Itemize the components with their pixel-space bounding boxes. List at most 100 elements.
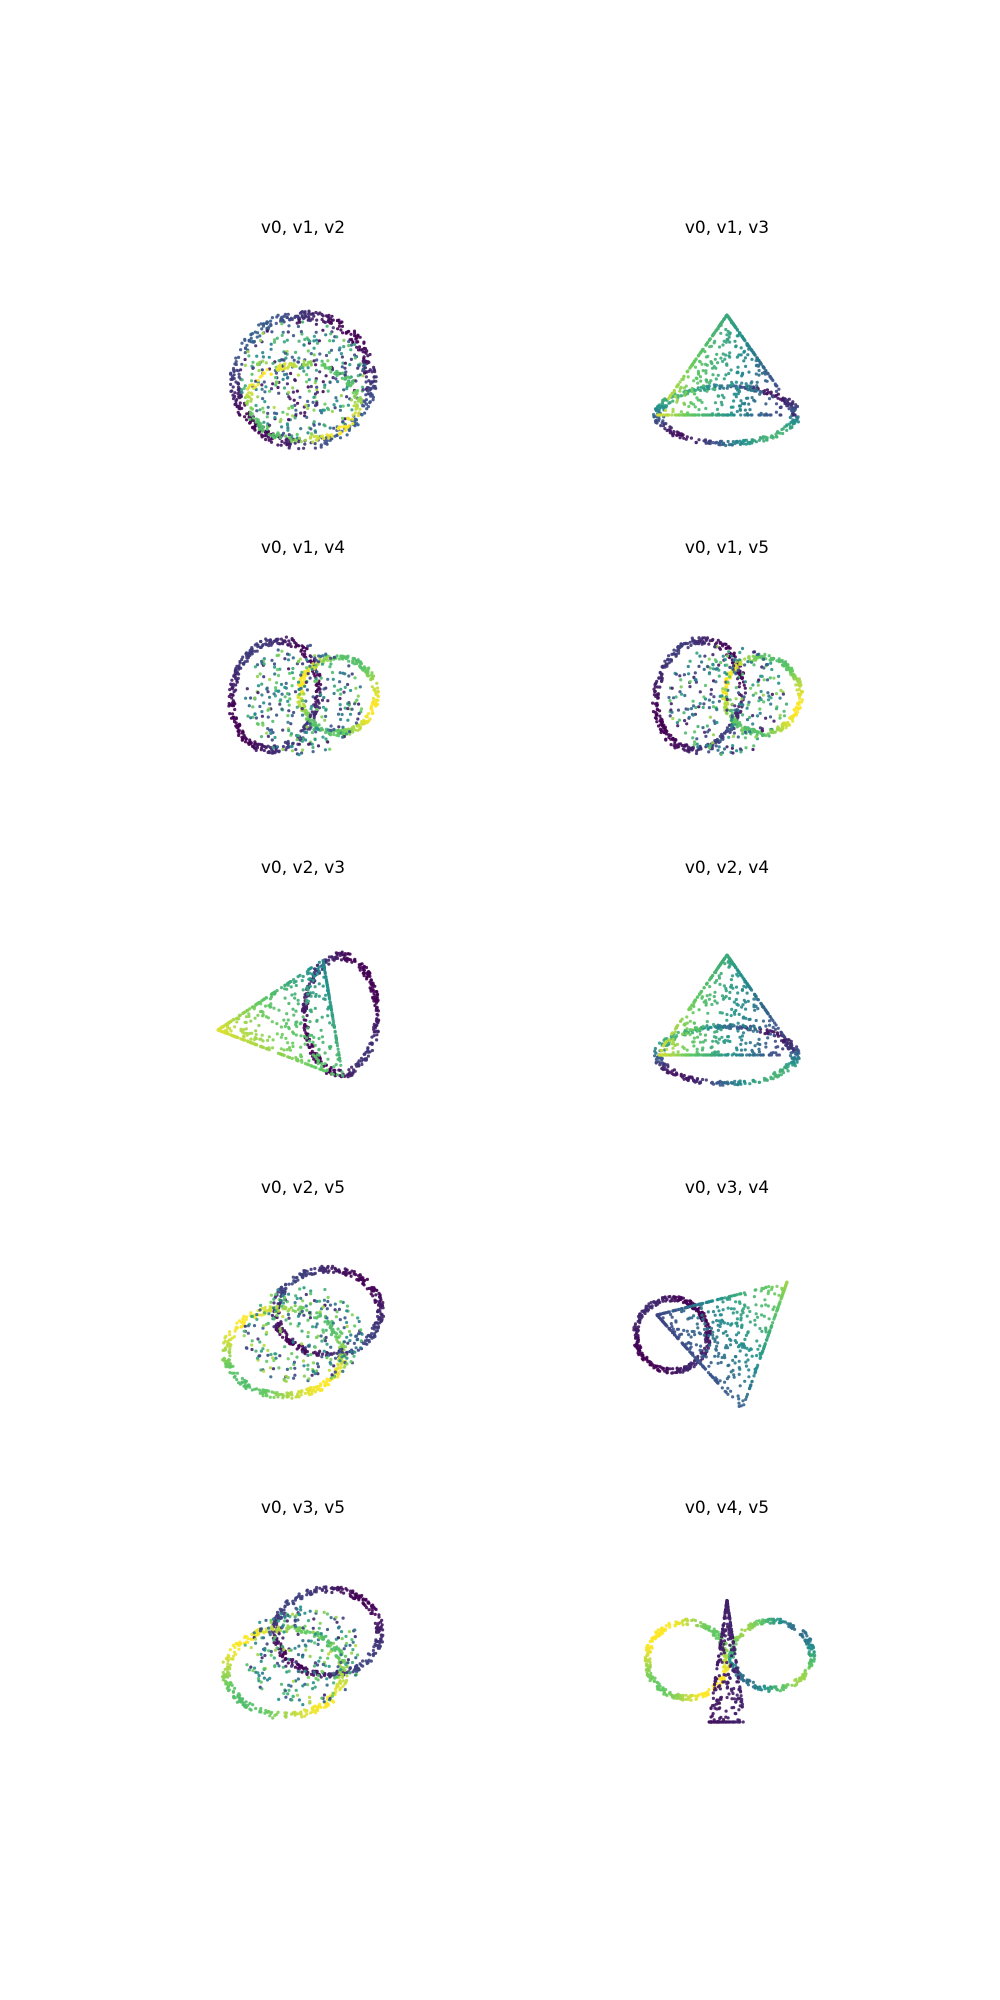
scatter-point — [664, 738, 667, 741]
scatter-point — [233, 373, 236, 376]
scatter-point — [755, 359, 758, 362]
scatter-point — [360, 707, 363, 710]
scatter-point — [311, 1050, 314, 1053]
scatter-point — [730, 654, 733, 657]
scatter-point — [317, 744, 320, 747]
scatter-point — [243, 1032, 246, 1035]
scatter-point — [735, 720, 738, 723]
scatter-point — [272, 1007, 275, 1010]
scatter-point — [690, 707, 693, 710]
scatter-point — [264, 438, 267, 441]
scatter-point — [320, 677, 323, 680]
scatter-point — [317, 660, 320, 663]
scatter-point — [371, 685, 374, 688]
scatter-point — [728, 666, 731, 669]
scatter-point — [778, 717, 781, 720]
scatter-point — [292, 742, 295, 745]
scatter-point — [297, 361, 300, 364]
scatter-point — [336, 689, 339, 692]
scatter-point — [362, 404, 365, 407]
scatter-point — [676, 746, 679, 749]
scatter-point — [800, 690, 803, 693]
scatter-point — [735, 660, 738, 663]
scatter-point — [342, 405, 345, 408]
scatter-point — [740, 1038, 743, 1041]
scatter-point — [271, 720, 274, 723]
scatter-point — [677, 1050, 680, 1053]
scatter-point — [717, 1025, 720, 1028]
scatter-point — [741, 647, 744, 650]
scatter-point — [692, 413, 695, 416]
scatter-point — [260, 735, 263, 738]
scatter-point — [324, 958, 327, 961]
scatter-point — [262, 371, 265, 374]
scatter-point — [271, 1046, 274, 1049]
scatter-point — [309, 707, 312, 710]
scatter-point — [324, 333, 327, 336]
scatter-point — [282, 378, 285, 381]
scatter-point — [286, 714, 289, 717]
scatter-point — [737, 691, 740, 694]
scatter-point — [736, 677, 739, 680]
scatter-point — [259, 375, 262, 378]
scatter-point — [326, 325, 329, 328]
scatter-point — [682, 378, 685, 381]
scatter-point — [288, 672, 291, 675]
scatter-point — [744, 731, 747, 734]
scatter-point — [259, 672, 262, 675]
scatter-point — [285, 682, 288, 685]
scatter-point — [285, 746, 288, 749]
scatter-point — [300, 330, 303, 333]
scatter-point — [273, 672, 276, 675]
scatter-point — [653, 693, 656, 696]
scatter-point — [302, 317, 305, 320]
scatter-point — [270, 659, 273, 662]
scatter-point — [236, 1017, 239, 1020]
scatter-point — [717, 443, 720, 446]
scatter-point — [341, 425, 344, 428]
scatter-point — [250, 646, 253, 649]
scatter-point — [235, 665, 238, 668]
scatter-point — [744, 736, 747, 739]
scatter-point — [236, 1036, 239, 1039]
scatter-point — [280, 708, 283, 711]
scatter-point — [323, 442, 326, 445]
scatter-point — [254, 1017, 257, 1020]
scatter-point — [235, 716, 238, 719]
scatter-point — [768, 654, 771, 657]
scatter-point — [690, 748, 693, 751]
scatter-point — [705, 639, 708, 642]
scatter-point — [686, 435, 689, 438]
scatter-point — [741, 703, 744, 706]
scatter-point — [666, 658, 669, 661]
scatter-point — [785, 703, 788, 706]
scatter-point — [290, 985, 293, 988]
scatter-point — [232, 1035, 235, 1038]
scatter-point — [301, 310, 304, 313]
scatter-point — [689, 660, 692, 663]
scatter-point — [351, 672, 354, 675]
scatter-point — [339, 718, 342, 721]
scatter-point — [278, 359, 281, 362]
scatter-point — [747, 701, 750, 704]
scatter-point — [359, 660, 362, 663]
scatter-point — [706, 341, 709, 344]
scatter-point — [759, 437, 762, 440]
scatter-point — [303, 650, 306, 653]
scatter-point — [270, 728, 273, 731]
scatter-point — [688, 685, 691, 688]
scatter-point — [354, 411, 357, 414]
scatter-point — [732, 399, 735, 402]
scatter-point — [717, 395, 720, 398]
scatter-point — [797, 683, 800, 686]
scatter-point — [336, 380, 339, 383]
scatter-point — [749, 687, 752, 690]
scatter-point — [781, 432, 784, 435]
scatter-point — [314, 738, 317, 741]
scatter-point — [286, 721, 289, 724]
scatter-point — [687, 665, 690, 668]
scatter-point — [322, 659, 325, 662]
scatter-point — [268, 639, 271, 642]
scatter-point — [363, 350, 366, 353]
scatter-point — [261, 351, 264, 354]
